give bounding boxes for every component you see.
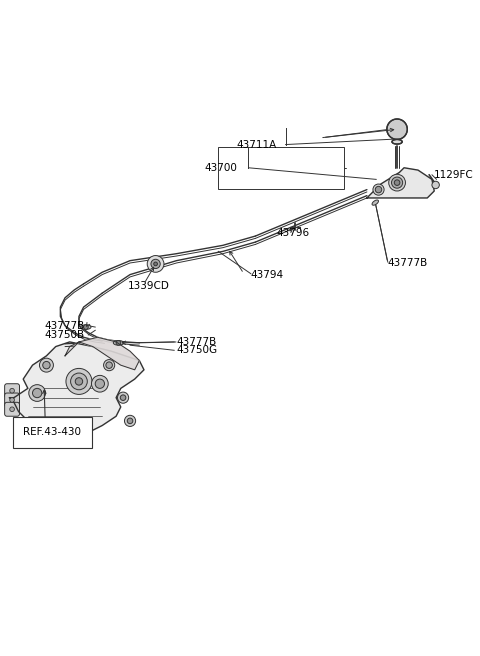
Circle shape	[151, 259, 160, 268]
Circle shape	[84, 325, 88, 329]
Text: 43777B: 43777B	[388, 258, 428, 268]
Circle shape	[432, 181, 439, 189]
Text: 43794: 43794	[251, 270, 284, 279]
Circle shape	[39, 358, 53, 372]
Circle shape	[394, 180, 400, 186]
Circle shape	[154, 262, 157, 266]
Text: 43796: 43796	[276, 228, 310, 237]
Circle shape	[120, 395, 126, 400]
Circle shape	[43, 361, 50, 369]
Ellipse shape	[372, 200, 379, 205]
Circle shape	[106, 362, 112, 369]
Text: 43700: 43700	[204, 163, 237, 173]
Text: 43777B: 43777B	[177, 337, 217, 347]
Text: 43750G: 43750G	[177, 345, 217, 356]
Circle shape	[66, 369, 92, 394]
Circle shape	[116, 340, 121, 345]
Circle shape	[147, 256, 164, 272]
Polygon shape	[367, 168, 434, 198]
Circle shape	[124, 415, 136, 426]
Bar	[218, 147, 344, 189]
Circle shape	[10, 388, 14, 393]
Ellipse shape	[81, 325, 91, 329]
Text: 1129FC: 1129FC	[434, 170, 474, 180]
Circle shape	[373, 184, 384, 195]
Ellipse shape	[113, 340, 123, 345]
Polygon shape	[65, 337, 139, 370]
Circle shape	[104, 359, 115, 371]
FancyBboxPatch shape	[5, 384, 20, 398]
Circle shape	[375, 186, 382, 193]
Circle shape	[10, 407, 14, 411]
Text: 1339CD: 1339CD	[128, 281, 169, 291]
Circle shape	[127, 418, 133, 424]
Text: 43777B: 43777B	[44, 321, 84, 331]
Text: 43750B: 43750B	[44, 330, 84, 340]
Text: 43711A: 43711A	[236, 140, 276, 150]
Polygon shape	[9, 342, 144, 444]
Circle shape	[387, 119, 408, 140]
Circle shape	[392, 177, 403, 188]
Circle shape	[71, 373, 87, 390]
Circle shape	[118, 392, 129, 403]
Circle shape	[75, 378, 83, 385]
Ellipse shape	[392, 140, 402, 144]
Text: REF.43-430: REF.43-430	[23, 428, 81, 438]
Circle shape	[10, 398, 14, 402]
Circle shape	[29, 384, 46, 401]
Circle shape	[389, 174, 406, 191]
FancyBboxPatch shape	[5, 393, 20, 407]
Circle shape	[33, 388, 42, 398]
Circle shape	[95, 379, 105, 388]
FancyBboxPatch shape	[5, 402, 20, 417]
Circle shape	[92, 375, 108, 392]
